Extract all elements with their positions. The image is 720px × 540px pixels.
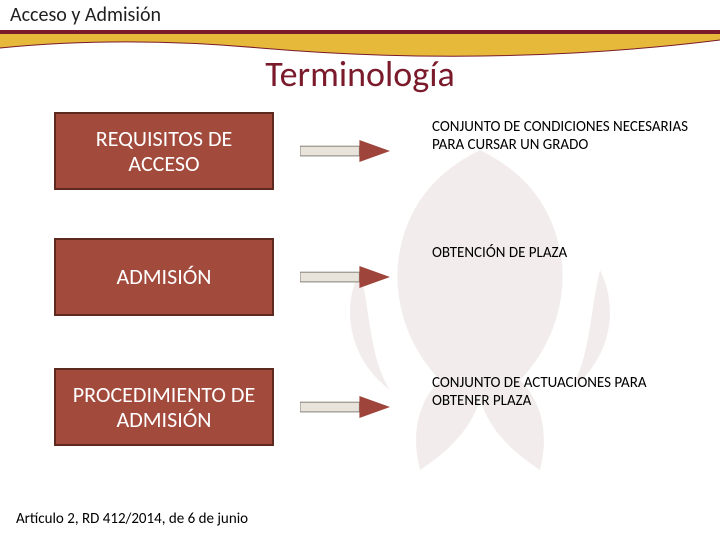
- header-title: Acceso y Admisión: [0, 3, 161, 27]
- term-box-2: PROCEDIMIENTO DE ADMISIÓN: [54, 368, 274, 446]
- term-box-1: ADMISIÓN: [54, 238, 274, 316]
- arrow-1: [300, 266, 390, 288]
- term-desc-0: CONJUNTO DE CONDICIONES NECESARIAS PARA …: [432, 118, 692, 154]
- term-desc-2: CONJUNTO DE ACTUACIONES PARA OBTENER PLA…: [432, 374, 692, 410]
- header-bar: Acceso y Admisión: [0, 0, 720, 30]
- arrow-0: [300, 140, 390, 162]
- watermark-crest: [300, 130, 660, 510]
- term-desc-1: OBTENCIÓN DE PLAZA: [432, 244, 692, 262]
- arrow-2: [300, 396, 390, 418]
- slide-title: Terminología: [0, 52, 720, 96]
- slide-root: Acceso y Admisión Terminología REQUISITO…: [0, 0, 720, 540]
- footnote-citation: Artículo 2, RD 412/2014, de 6 de junio: [16, 510, 248, 528]
- term-box-0: REQUISITOS DE ACCESO: [54, 112, 274, 190]
